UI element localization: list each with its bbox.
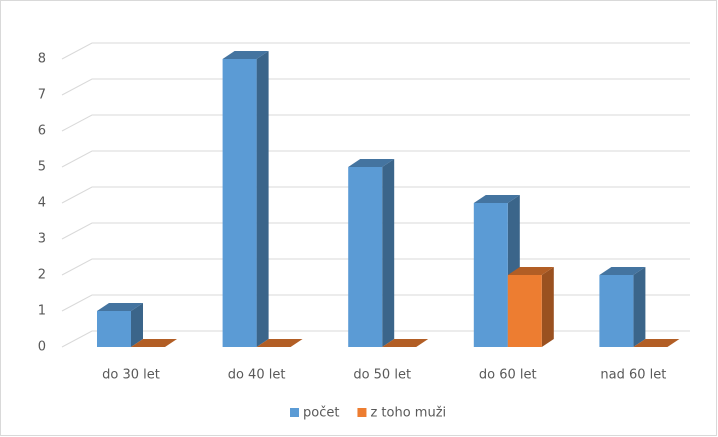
grid-line xyxy=(61,150,690,168)
bar xyxy=(473,203,508,347)
grid-line xyxy=(61,42,690,60)
bar-top xyxy=(256,339,303,347)
bar-top xyxy=(348,159,395,167)
y-tick-label: 5 xyxy=(38,160,46,175)
y-tick-label: 6 xyxy=(38,124,46,139)
bar-side xyxy=(382,159,395,347)
legend-swatch xyxy=(290,408,299,417)
y-tick-label: 4 xyxy=(38,196,46,211)
y-tick-label: 8 xyxy=(38,52,46,67)
grid-line xyxy=(61,114,690,132)
bar-top xyxy=(473,195,520,203)
x-tick-label: do 30 let xyxy=(102,368,160,383)
grid-line xyxy=(61,186,690,204)
bar-top xyxy=(97,303,143,311)
legend-label: z toho muži xyxy=(370,406,446,421)
y-tick-label: 7 xyxy=(38,88,46,103)
legend-swatch xyxy=(357,408,367,417)
y-tick-label: 3 xyxy=(38,232,46,247)
x-tick-label: nad 60 let xyxy=(600,368,666,383)
bar xyxy=(222,59,257,347)
bar-top xyxy=(382,339,429,347)
y-tick-label: 0 xyxy=(38,340,46,355)
grid-line xyxy=(61,78,690,96)
bar xyxy=(97,311,131,347)
bar-top xyxy=(507,267,554,275)
bar-top xyxy=(633,339,680,347)
y-tick-label: 2 xyxy=(38,268,46,283)
x-tick-label: do 50 let xyxy=(353,368,411,383)
bar-side xyxy=(131,303,143,347)
y-tick-label: 1 xyxy=(38,304,46,319)
bar xyxy=(348,167,383,347)
bar-side xyxy=(633,267,646,347)
bar xyxy=(507,275,542,347)
bar-top xyxy=(222,51,269,59)
bar-side xyxy=(541,267,554,347)
x-tick-label: do 60 let xyxy=(479,368,537,383)
bar-side xyxy=(256,51,269,347)
bar xyxy=(599,275,634,347)
legend-label: počet xyxy=(303,406,339,421)
bar-top xyxy=(131,339,177,347)
x-tick-label: do 40 let xyxy=(228,368,286,383)
bar-top xyxy=(599,267,646,275)
